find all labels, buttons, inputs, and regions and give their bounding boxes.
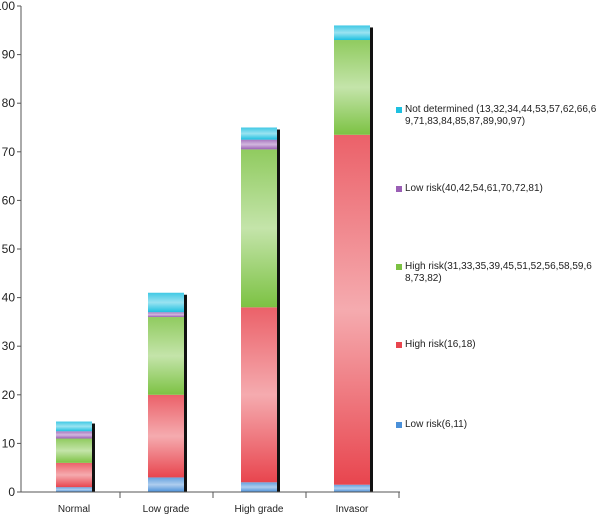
bar-segment <box>334 40 370 135</box>
y-tick-label: 70 <box>2 145 16 159</box>
bar-segment <box>334 484 370 492</box>
legend-swatch <box>396 422 402 428</box>
y-tick-label: 30 <box>2 339 16 353</box>
bar-segment <box>56 462 92 488</box>
bars-layer <box>56 25 373 492</box>
bar-segment <box>334 134 370 485</box>
y-tick-label: 90 <box>2 48 16 62</box>
bar-segment <box>334 25 370 41</box>
legend-swatch <box>396 342 402 348</box>
x-tick-label: Normal <box>58 504 90 515</box>
bar-segment <box>56 421 92 432</box>
bar-segment <box>241 139 277 150</box>
legend-label: Low risk(6,11) <box>405 419 468 430</box>
legend: Not determined (13,32,34,44,53,57,62,66,… <box>396 0 600 518</box>
x-tick-label: High grade <box>235 504 284 515</box>
bar-segment <box>148 477 184 492</box>
bar-edge-shadow <box>92 423 95 492</box>
bar-segment <box>241 307 277 483</box>
legend-label: High risk(31,33,35,39,45,51,52,56,58,59,… <box>405 261 592 284</box>
y-tick-label: 50 <box>2 242 16 256</box>
bar-segment <box>148 292 184 313</box>
x-axis-ticks: Normal Low grade High grade Invasor <box>58 492 400 515</box>
bar-segment <box>241 482 277 492</box>
bar-segment <box>241 127 277 140</box>
y-tick-label: 40 <box>2 291 16 305</box>
y-axis-ticks: 0 10 20 30 40 50 60 70 80 90 100 <box>0 0 21 499</box>
bar-segment <box>148 312 184 318</box>
y-tick-label: 20 <box>2 388 16 402</box>
y-tick-label: 100 <box>0 0 15 13</box>
bar-edge-shadow <box>277 129 280 492</box>
bar-edge-shadow <box>370 27 373 492</box>
bar-segment <box>56 487 92 492</box>
y-tick-label: 0 <box>8 485 15 499</box>
bar-segment <box>241 149 277 308</box>
y-tick-label: 80 <box>2 96 16 110</box>
legend-label: High risk(16,18) <box>405 339 476 350</box>
y-tick-label: 60 <box>2 193 16 207</box>
x-tick-label: Low grade <box>143 504 190 515</box>
legend-label: Not determined (13,32,34,44,53,57,62,66,… <box>405 104 597 127</box>
bar-segment <box>56 438 92 463</box>
x-tick-label: Invasor <box>336 504 369 515</box>
bar-segment <box>148 317 184 395</box>
bar-segment <box>148 394 184 478</box>
y-tick-label: 10 <box>2 436 16 450</box>
legend-swatch <box>396 186 402 192</box>
bar-edge-shadow <box>184 294 187 492</box>
legend-swatch <box>396 264 402 270</box>
legend-label: Low risk(40,42,54,61,70,72,81) <box>405 183 543 194</box>
bar-segment <box>56 431 92 439</box>
legend-swatch <box>396 107 402 113</box>
